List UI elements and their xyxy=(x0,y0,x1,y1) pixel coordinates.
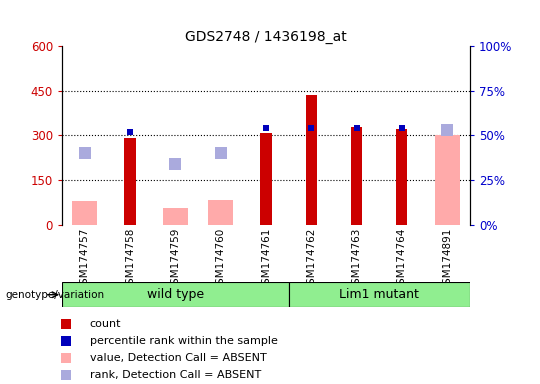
Bar xyxy=(435,136,460,225)
Text: GSM174759: GSM174759 xyxy=(170,227,180,291)
Text: value, Detection Call = ABSENT: value, Detection Call = ABSENT xyxy=(90,353,266,363)
Text: GSM174761: GSM174761 xyxy=(261,227,271,291)
Title: GDS2748 / 1436198_at: GDS2748 / 1436198_at xyxy=(185,30,347,44)
Text: GSM174891: GSM174891 xyxy=(442,227,452,291)
Bar xyxy=(351,127,362,225)
Bar xyxy=(260,133,272,225)
Bar xyxy=(306,94,317,225)
Text: GSM174760: GSM174760 xyxy=(215,227,226,291)
Text: GSM174763: GSM174763 xyxy=(352,227,362,291)
Text: GSM174757: GSM174757 xyxy=(80,227,90,291)
Bar xyxy=(288,282,470,307)
Text: count: count xyxy=(90,318,121,329)
Bar xyxy=(62,282,288,307)
Text: wild type: wild type xyxy=(147,288,204,301)
Bar xyxy=(163,208,188,225)
Text: GSM174764: GSM174764 xyxy=(397,227,407,291)
Text: percentile rank within the sample: percentile rank within the sample xyxy=(90,336,278,346)
Bar xyxy=(72,201,97,225)
Text: genotype/variation: genotype/variation xyxy=(5,290,105,300)
Text: rank, Detection Call = ABSENT: rank, Detection Call = ABSENT xyxy=(90,370,261,381)
Text: GSM174762: GSM174762 xyxy=(306,227,316,291)
Bar xyxy=(124,138,136,225)
Bar xyxy=(396,129,408,225)
Bar xyxy=(208,200,233,225)
Text: Lim1 mutant: Lim1 mutant xyxy=(339,288,419,301)
Text: GSM174758: GSM174758 xyxy=(125,227,135,291)
